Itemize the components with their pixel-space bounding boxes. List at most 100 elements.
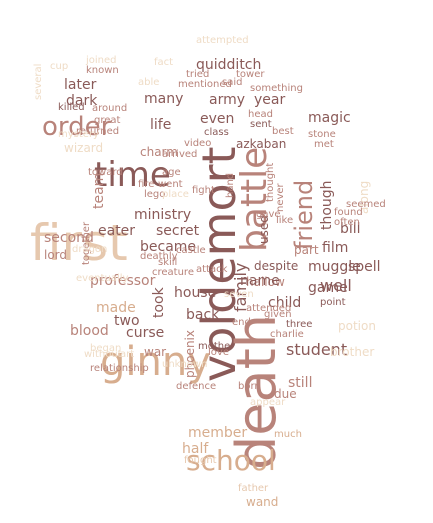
cloud-word: fought	[184, 455, 217, 466]
cloud-word: often	[334, 217, 360, 228]
cloud-word: made	[96, 300, 136, 316]
cloud-word: found	[334, 207, 363, 218]
cloud-word: video	[184, 138, 212, 149]
cloud-word: potion	[338, 319, 376, 333]
cloud-word: thought	[265, 162, 276, 202]
cloud-word: point	[320, 297, 346, 308]
cloud-word: met	[314, 139, 334, 150]
cloud-word: phoenix	[183, 330, 197, 378]
cloud-word: seven	[224, 289, 254, 300]
cloud-word: end	[232, 317, 251, 328]
cloud-word: great	[94, 115, 121, 126]
cloud-word: later	[64, 77, 97, 93]
cloud-word: muggle	[308, 259, 361, 275]
cloud-word: film	[322, 240, 349, 256]
cloud-word: half	[182, 441, 209, 457]
cloud-word: head	[248, 109, 273, 120]
cloud-word: child	[268, 295, 302, 311]
cloud-word: relationship	[90, 363, 149, 374]
cloud-word: lord	[44, 248, 68, 262]
cloud-word: began	[90, 343, 122, 354]
cloud-word: appear	[250, 397, 286, 408]
cloud-word: student	[286, 340, 348, 359]
cloud-word: defence	[176, 381, 217, 392]
cloud-word: magic	[308, 110, 351, 126]
cloud-word: around	[92, 103, 128, 114]
cloud-word: name	[240, 273, 280, 289]
cloud-word: dark	[66, 93, 98, 109]
cloud-word: member	[188, 425, 248, 441]
cloud-word: became	[140, 239, 197, 255]
cloud-word: gave	[256, 209, 281, 220]
cloud-word: charlie	[270, 329, 304, 340]
cloud-word: ginny	[100, 339, 211, 385]
cloud-word: attack	[196, 264, 228, 275]
cloud-word: ministry	[134, 207, 192, 223]
cloud-word: never	[275, 183, 286, 212]
cloud-word: joined	[86, 55, 117, 66]
cloud-word: known	[86, 65, 119, 76]
cloud-word: bill	[340, 221, 361, 237]
cloud-word: three	[286, 319, 313, 330]
cloud-word: azkaban	[236, 137, 287, 151]
cloud-word: mystery	[58, 129, 99, 140]
cloud-word: fire	[138, 179, 155, 190]
cloud-word: cup	[50, 61, 69, 72]
cloud-word: blood	[70, 323, 109, 339]
cloud-word: creature	[152, 267, 194, 278]
cloud-word: able	[138, 77, 160, 88]
cloud-word: many	[144, 91, 184, 107]
cloud-word: professor	[90, 273, 156, 289]
cloud-word: well	[320, 276, 352, 295]
cloud-word: attempted	[196, 35, 249, 46]
cloud-word: wizard	[64, 141, 104, 155]
cloud-word: place	[162, 189, 189, 200]
cloud-word: several	[33, 63, 44, 100]
cloud-word: charm	[140, 145, 178, 159]
cloud-word: year	[254, 92, 286, 108]
cloud-word: despite	[254, 259, 299, 273]
cloud-word: hand	[225, 172, 236, 198]
cloud-word: part	[294, 243, 319, 257]
cloud-word: unknown	[162, 359, 208, 370]
cloud-word: took	[151, 287, 167, 318]
cloud-word: stone	[308, 129, 336, 140]
cloud-word: returned	[76, 126, 120, 137]
cloud-word: seemed	[346, 199, 386, 210]
cloud-word: quidditch	[196, 57, 262, 73]
cloud-word: sent	[250, 119, 272, 130]
cloud-word: love	[208, 347, 229, 358]
cloud-word: hallow	[246, 275, 285, 289]
cloud-word: army	[209, 92, 246, 108]
cloud-word: time	[94, 155, 171, 195]
cloud-word: toward	[88, 167, 123, 178]
cloud-word: curse	[126, 325, 165, 341]
cloud-word: two	[114, 313, 140, 329]
cloud-word: wand	[246, 495, 279, 509]
cloud-word: attended	[246, 303, 292, 314]
cloud-word: skill	[158, 257, 178, 268]
cloud-word: mother	[198, 341, 235, 352]
cloud-word: something	[250, 83, 303, 94]
cloud-word: went	[158, 179, 183, 190]
cloud-word: friend	[290, 179, 318, 250]
cloud-word: deathly	[140, 251, 178, 262]
cloud-word: tower	[236, 69, 265, 80]
cloud-word: best	[272, 126, 294, 137]
cloud-word: given	[264, 309, 292, 320]
cloud-word: art	[120, 349, 135, 360]
cloud-word: fact	[154, 57, 174, 68]
cloud-word: said	[222, 77, 243, 88]
cloud-word: second	[44, 230, 94, 246]
cloud-word: brother	[330, 345, 375, 359]
cloud-word: war	[144, 345, 167, 359]
cloud-word: secret	[156, 223, 200, 239]
cloud-word: dragon	[72, 244, 108, 255]
cloud-word: spell	[348, 259, 381, 275]
cloud-word: fight	[192, 185, 215, 196]
cloud-word: like	[276, 215, 294, 226]
cloud-word: tried	[186, 69, 210, 80]
cloud-word: class	[204, 127, 229, 138]
cloud-word: much	[274, 429, 302, 440]
cloud-word: team	[91, 172, 107, 209]
